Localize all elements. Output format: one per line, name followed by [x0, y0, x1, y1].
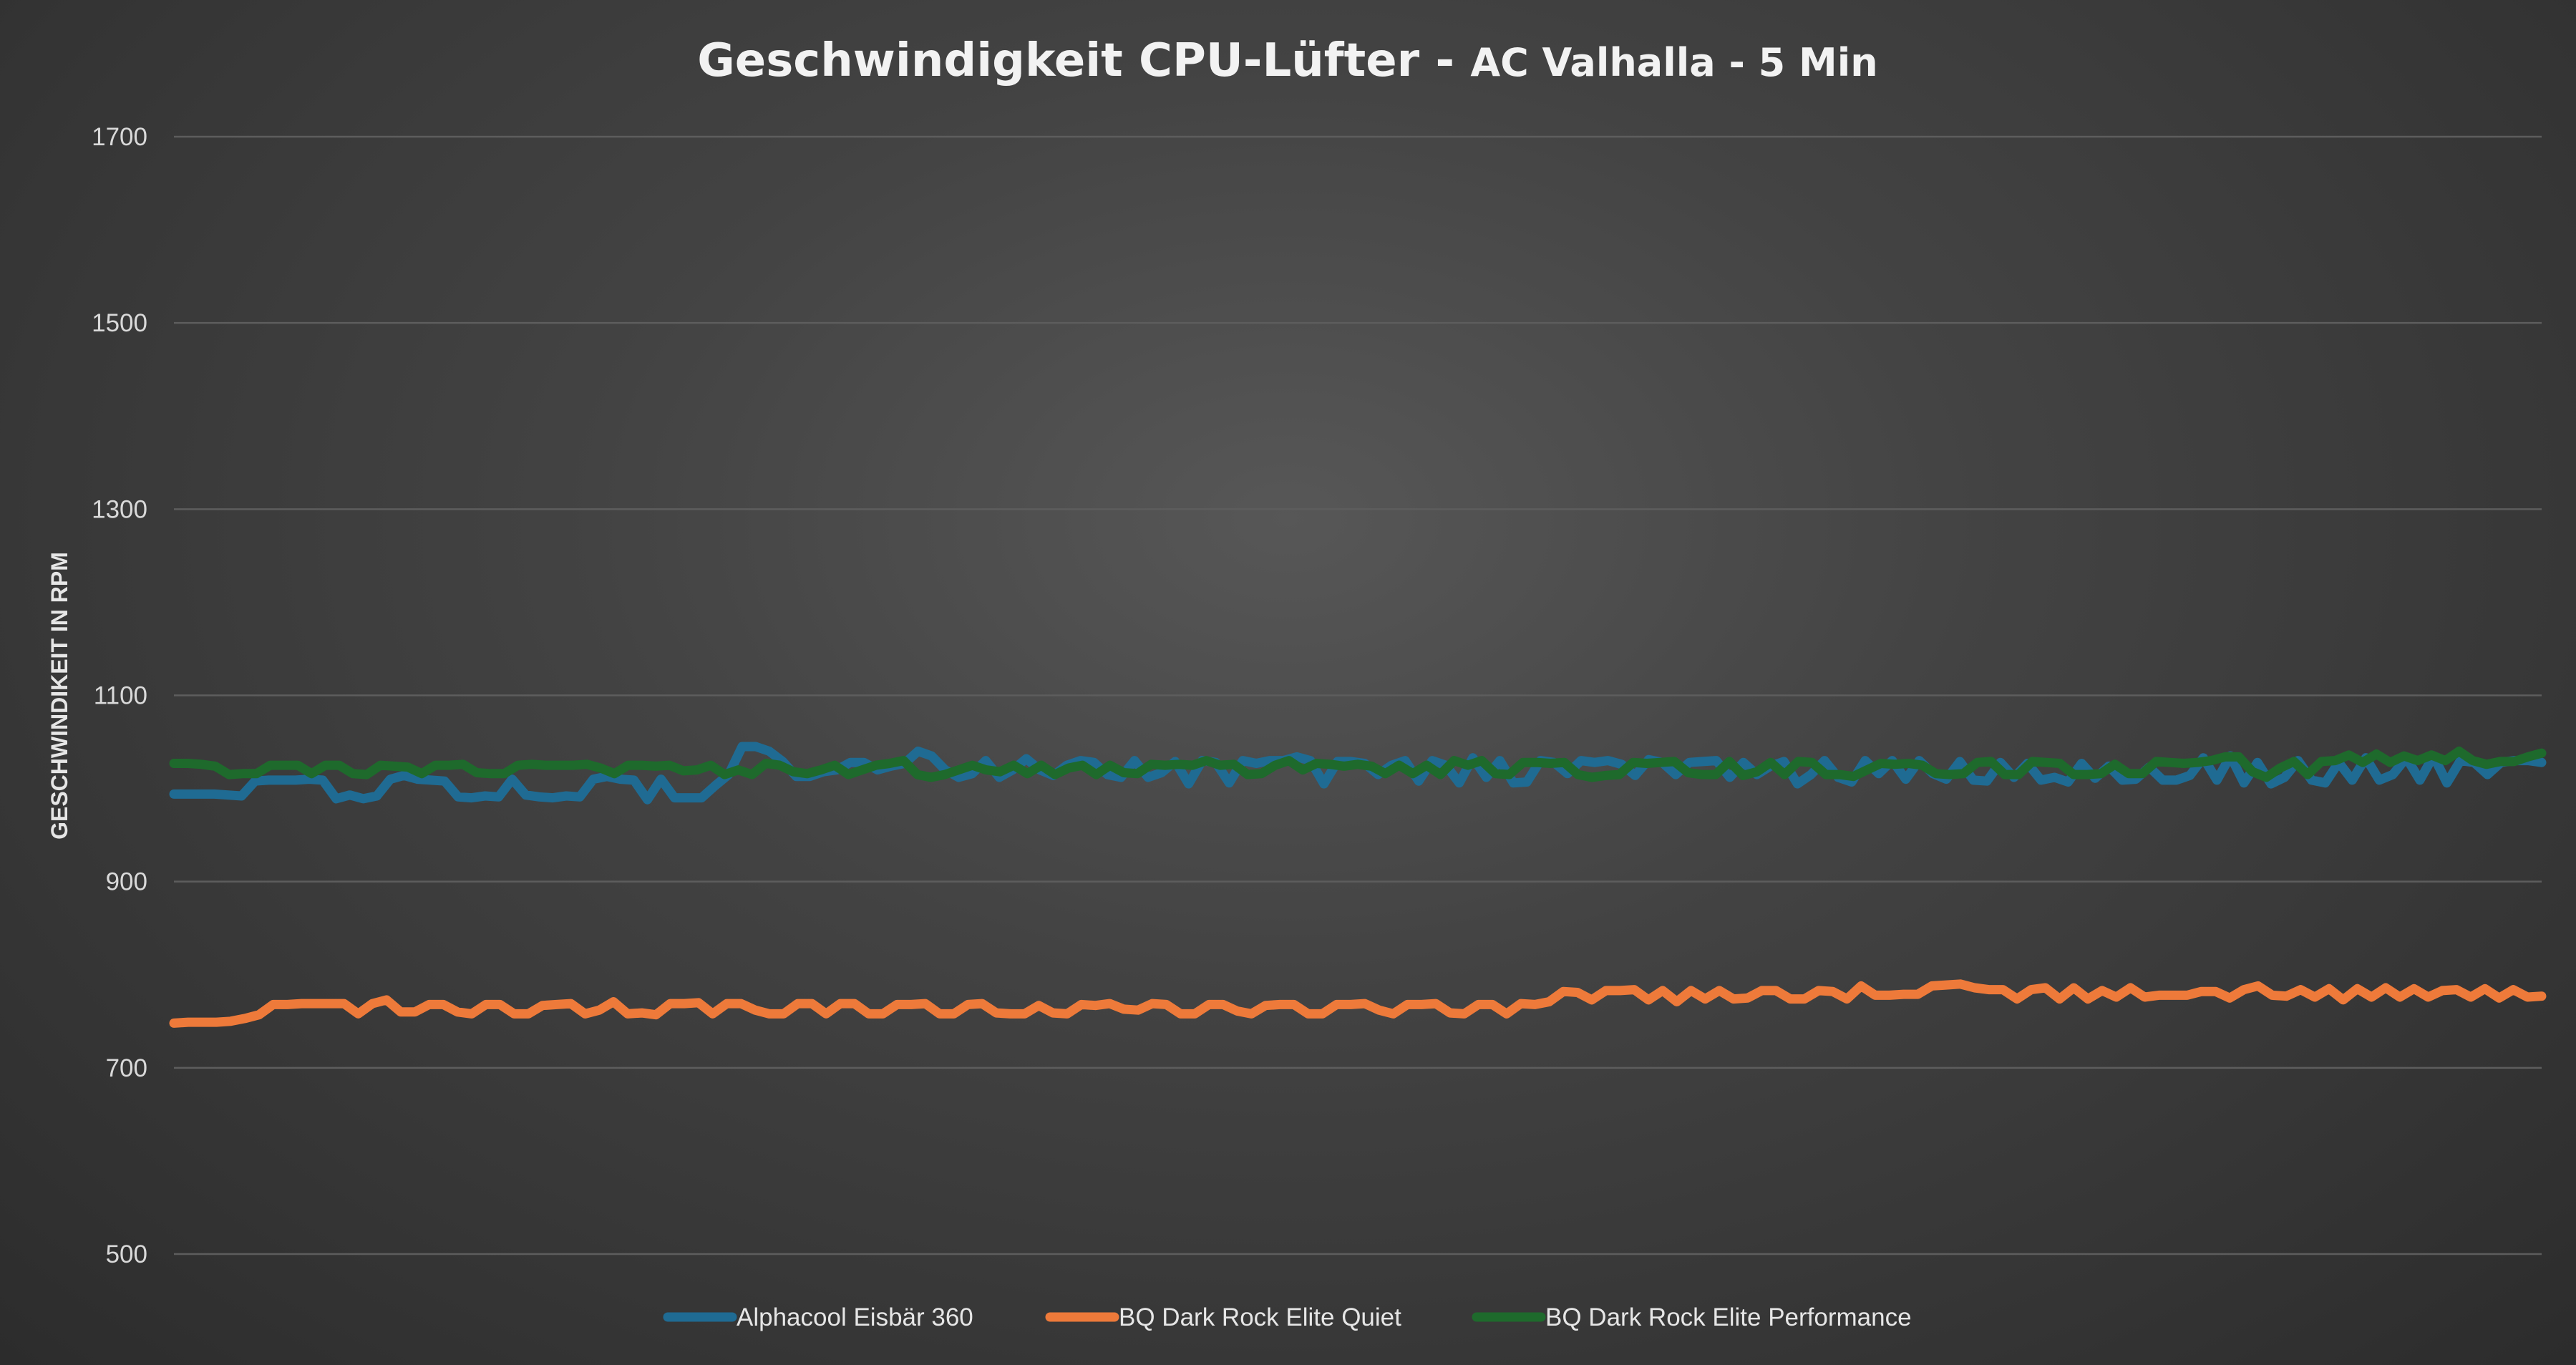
series-line-0	[169, 742, 2547, 805]
gridlines	[174, 135, 2542, 1255]
y-axis-tick-labels: 1700 1500 1300 1100 900 700 500	[92, 123, 147, 1268]
series-line-1	[169, 979, 2547, 1028]
y-tick-label: 700	[106, 1054, 147, 1082]
y-tick-label: 1100	[94, 682, 147, 710]
legend-label-2: BQ Dark Rock Elite Performance	[1545, 1303, 1912, 1331]
y-axis-title: GESCHWINDIKEIT IN RPM	[47, 552, 72, 840]
chart-title: Geschwindigkeit CPU-Lüfter - AC Valhalla…	[697, 34, 1878, 87]
legend-label-0: Alphacool Eisbär 360	[737, 1303, 973, 1331]
chart-title-main: Geschwindigkeit CPU-Lüfter -	[697, 34, 1470, 87]
legend: Alphacool Eisbär 360 BQ Dark Rock Elite Q…	[663, 1303, 1912, 1331]
y-tick-label: 1300	[92, 495, 147, 523]
y-tick-label: 1700	[92, 123, 147, 151]
series-line-2	[169, 747, 2547, 782]
y-tick-label: 1500	[92, 309, 147, 337]
y-tick-label: 500	[106, 1240, 147, 1268]
series-lines	[169, 742, 2547, 1028]
chart-title-subtitle: AC Valhalla - 5 Min	[1470, 40, 1877, 85]
legend-label-1: BQ Dark Rock Elite Quiet	[1119, 1303, 1401, 1331]
y-tick-label: 900	[106, 868, 147, 896]
